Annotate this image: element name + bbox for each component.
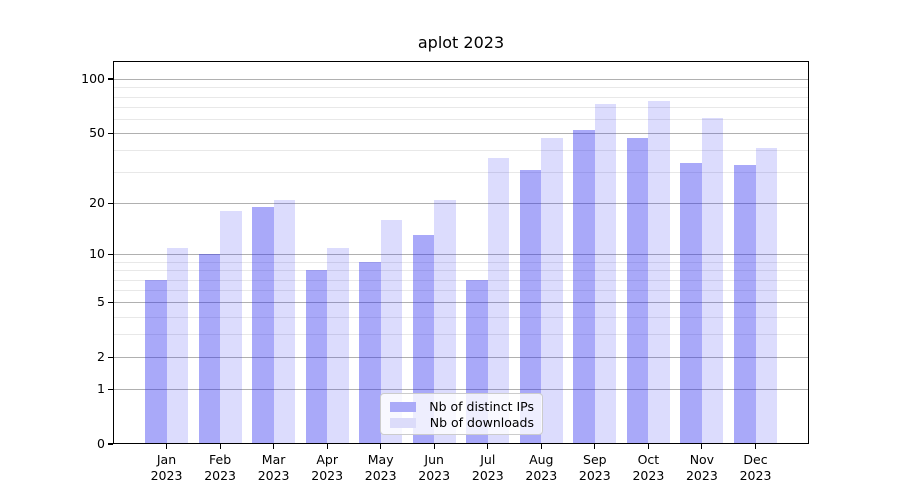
- x-tick-label: Oct 2023: [632, 452, 665, 483]
- gridline-major: [114, 203, 808, 205]
- bar-jun-ips: [412, 235, 435, 444]
- x-tick-mark: [647, 444, 649, 449]
- bar-aug-ips: [519, 169, 542, 444]
- gridline-minor: [114, 172, 808, 174]
- y-tick-mark: [108, 132, 113, 134]
- y-tick-mark: [108, 356, 113, 358]
- gridline-minor: [114, 150, 808, 152]
- x-tick-label: Feb 2023: [204, 452, 236, 483]
- bar-nov-ips: [680, 162, 702, 444]
- bar-mar-ips: [252, 207, 274, 444]
- bar-may-ips: [359, 261, 381, 444]
- x-tick-mark: [594, 444, 596, 449]
- y-tick-label: 2: [97, 348, 105, 364]
- legend: Nb of distinct IPs Nb of downloads: [380, 393, 543, 435]
- gridline-major: [114, 79, 808, 80]
- bar-sep-ips: [573, 130, 595, 444]
- gridline-minor: [114, 279, 808, 281]
- x-tick-mark: [754, 444, 757, 449]
- gridline-major: [114, 357, 808, 359]
- gridline-minor: [114, 270, 808, 272]
- bar-oct-downloads: [648, 100, 670, 444]
- chart-title: aplot 2023: [417, 33, 505, 52]
- x-tick-mark: [326, 444, 328, 449]
- x-tick-label: Jun 2023: [418, 452, 451, 483]
- gridline-minor: [114, 96, 808, 98]
- bar-mar-downloads: [273, 199, 296, 444]
- bar-dec-downloads: [755, 148, 777, 444]
- x-tick-mark: [487, 444, 489, 449]
- gridline-major: [114, 302, 808, 304]
- bar-jan-downloads: [166, 247, 188, 444]
- gridline-minor: [114, 290, 808, 292]
- gridline-minor: [114, 334, 808, 336]
- legend-label-downloads: Nb of downloads: [429, 415, 534, 430]
- y-tick-label: 20: [89, 194, 105, 210]
- x-tick-mark: [165, 444, 168, 449]
- x-tick-mark: [219, 444, 221, 449]
- gridline-major: [114, 133, 808, 135]
- x-tick-label: Apr 2023: [311, 452, 344, 483]
- y-tick-label: 5: [97, 293, 105, 309]
- legend-label-distinct-ips: Nb of distinct IPs: [429, 399, 534, 414]
- gridline-minor: [114, 118, 808, 120]
- x-tick-label: Mar 2023: [257, 452, 290, 483]
- gridline-minor: [114, 261, 808, 263]
- gridline-major: [114, 254, 808, 256]
- x-tick-mark: [540, 444, 542, 449]
- y-tick-label: 0: [97, 435, 105, 451]
- bar-jul-downloads: [487, 158, 510, 444]
- bar-jun-downloads: [434, 199, 456, 444]
- bar-apr-downloads: [327, 247, 349, 444]
- bar-apr-ips: [305, 270, 328, 444]
- bar-aug-downloads: [541, 137, 563, 444]
- x-tick-label: Nov 2023: [685, 452, 718, 483]
- x-tick-label: Aug 2023: [525, 452, 558, 483]
- y-tick-label: 10: [89, 245, 105, 261]
- gridline-major: [114, 389, 808, 391]
- y-tick-mark: [108, 301, 113, 303]
- x-tick-mark: [380, 444, 382, 449]
- bar-dec-ips: [734, 165, 756, 444]
- x-tick-label: Jan 2023: [150, 452, 183, 483]
- y-tick-mark: [108, 202, 113, 204]
- gridline-minor: [114, 316, 808, 318]
- legend-swatch-downloads: [390, 417, 416, 428]
- legend-item-downloads: Nb of downloads: [390, 415, 534, 430]
- x-tick-label: Jul 2023: [471, 452, 504, 483]
- gridline-minor: [114, 87, 808, 89]
- x-tick-label: Dec 2023: [739, 452, 772, 483]
- y-tick-mark: [108, 388, 113, 390]
- gridline-minor: [114, 106, 808, 108]
- bar-may-downloads: [380, 219, 403, 444]
- bar-oct-ips: [626, 137, 649, 444]
- bar-sep-downloads: [594, 103, 617, 444]
- x-tick-mark: [701, 444, 703, 449]
- x-tick-label: May 2023: [364, 452, 397, 483]
- legend-swatch-distinct-ips: [390, 401, 416, 412]
- y-tick-mark: [108, 253, 113, 255]
- y-tick-label: 50: [89, 124, 105, 140]
- y-tick-label: 1: [97, 380, 105, 396]
- x-tick-mark: [273, 444, 275, 449]
- y-tick-mark: [108, 78, 113, 80]
- bar-feb-downloads: [220, 211, 242, 444]
- bar-feb-ips: [198, 254, 221, 444]
- x-tick-label: Sep 2023: [578, 452, 611, 483]
- x-tick-mark: [433, 444, 435, 449]
- legend-item-distinct-ips: Nb of distinct IPs: [390, 399, 534, 414]
- bar-nov-downloads: [701, 117, 724, 444]
- y-tick-label: 100: [81, 70, 105, 86]
- y-tick-mark: [108, 443, 113, 445]
- bar-jan-ips: [145, 279, 167, 444]
